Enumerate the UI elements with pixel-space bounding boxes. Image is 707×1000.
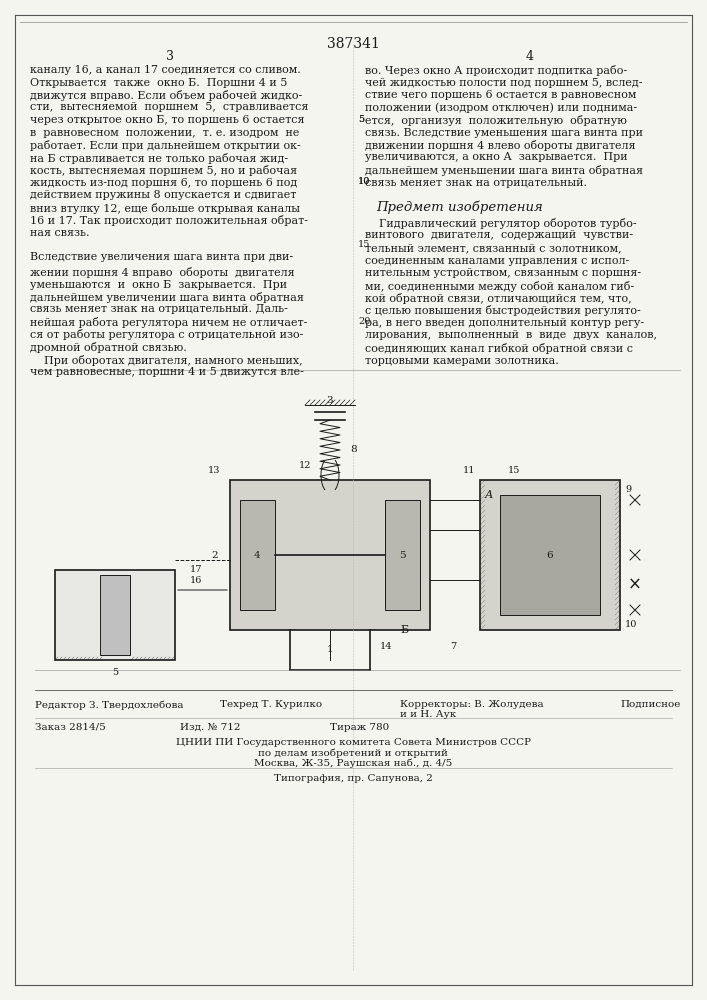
Text: 5: 5 — [358, 115, 364, 124]
Text: ся от работы регулятора с отрицательной изо-: ся от работы регулятора с отрицательной … — [30, 330, 303, 340]
Text: 4: 4 — [255, 550, 261, 560]
Text: на Б стравливается не только рабочая жид-: на Б стравливается не только рабочая жид… — [30, 152, 288, 163]
Bar — [480, 480, 620, 630]
Text: 1: 1 — [327, 645, 333, 654]
Text: 5: 5 — [399, 550, 406, 560]
Text: Вследствие увеличения шага винта при дви-: Вследствие увеличения шага винта при дви… — [30, 252, 293, 262]
Text: нейшая работа регулятора ничем не отличает-: нейшая работа регулятора ничем не отлича… — [30, 317, 308, 328]
Text: положении (изодром отключен) или поднима-: положении (изодром отключен) или поднима… — [365, 103, 637, 113]
Text: связь. Вследствие уменьшения шага винта при: связь. Вследствие уменьшения шага винта … — [365, 127, 643, 137]
Text: Типография, пр. Сапунова, 2: Типография, пр. Сапунова, 2 — [274, 774, 433, 783]
Text: Москва, Ж-35, Раушская наб., д. 4/5: Москва, Ж-35, Раушская наб., д. 4/5 — [254, 758, 452, 768]
Text: 13: 13 — [207, 466, 220, 475]
Text: ствие чего поршень 6 остается в равновесном: ствие чего поршень 6 остается в равновес… — [365, 90, 636, 100]
Text: Техред Т. Курилко: Техред Т. Курилко — [220, 700, 322, 709]
Text: движутся вправо. Если объем рабочей жидко-: движутся вправо. Если объем рабочей жидк… — [30, 90, 303, 101]
Text: во. Через окно А происходит подпитка рабо-: во. Через окно А происходит подпитка раб… — [365, 65, 627, 76]
Text: дальнейшем уменьшении шага винта обратная: дальнейшем уменьшении шага винта обратна… — [365, 165, 643, 176]
Text: винтового  двигателя,  содержащий  чувстви-: винтового двигателя, содержащий чувстви- — [365, 231, 633, 240]
Text: кой обратной связи, отличающийся тем, что,: кой обратной связи, отличающийся тем, чт… — [365, 293, 631, 304]
Text: 387341: 387341 — [327, 37, 380, 51]
Text: и и Н. Аук: и и Н. Аук — [400, 710, 456, 719]
Text: ная связь.: ная связь. — [30, 228, 90, 237]
Text: по делам изобретений и открытий: по делам изобретений и открытий — [258, 748, 448, 758]
Text: действием пружины 8 опускается и сдвигает: действием пружины 8 опускается и сдвигае… — [30, 190, 296, 200]
Text: 5: 5 — [112, 668, 118, 677]
Text: ЦНИИ ПИ Государственного комитета Совета Министров СССР: ЦНИИ ПИ Государственного комитета Совета… — [175, 738, 530, 747]
Text: Редактор З. Твердохлебова: Редактор З. Твердохлебова — [35, 700, 184, 710]
Text: 2: 2 — [211, 550, 218, 560]
Text: Подписное: Подписное — [620, 700, 680, 709]
Text: Гидравлический регулятор оборотов турбо-: Гидравлический регулятор оборотов турбо- — [365, 218, 636, 229]
Text: чей жидкостью полости под поршнем 5, вслед-: чей жидкостью полости под поршнем 5, всл… — [365, 78, 643, 88]
Text: 10: 10 — [625, 620, 638, 629]
Text: Корректоры: В. Жолудева: Корректоры: В. Жолудева — [400, 700, 544, 709]
Text: жении поршня 4 вправо  обороты  двигателя: жении поршня 4 вправо обороты двигателя — [30, 267, 295, 278]
Bar — [385, 500, 420, 610]
Text: Предмет изобретения: Предмет изобретения — [377, 200, 544, 214]
Text: нительным устройством, связанным с поршня-: нительным устройством, связанным с поршн… — [365, 268, 641, 278]
Text: 7: 7 — [450, 642, 456, 651]
Text: 6: 6 — [547, 550, 554, 560]
Text: 15: 15 — [358, 240, 370, 249]
Bar — [100, 575, 130, 655]
Text: А: А — [485, 490, 493, 500]
Text: дальнейшем увеличении шага винта обратная: дальнейшем увеличении шага винта обратна… — [30, 292, 304, 303]
Text: движении поршня 4 влево обороты двигателя: движении поршня 4 влево обороты двигател… — [365, 140, 636, 151]
Text: соединенным каналами управления с испол-: соединенным каналами управления с испол- — [365, 255, 629, 265]
Text: 10: 10 — [358, 178, 370, 186]
Text: ра, в него введен дополнительный контур регу-: ра, в него введен дополнительный контур … — [365, 318, 644, 328]
Text: увеличиваются, а окно А  закрывается.  При: увеличиваются, а окно А закрывается. При — [365, 152, 628, 162]
Text: Изд. № 712: Изд. № 712 — [180, 723, 240, 732]
Text: вниз втулку 12, еще больше открывая каналы: вниз втулку 12, еще больше открывая кана… — [30, 202, 300, 214]
Text: 9: 9 — [625, 485, 631, 494]
Text: 3: 3 — [166, 50, 174, 63]
Text: 15: 15 — [508, 466, 520, 475]
Text: 10: 10 — [358, 178, 370, 186]
Text: ми, соединенными между собой каналом гиб-: ми, соединенными между собой каналом гиб… — [365, 280, 634, 292]
Text: 16 и 17. Так происходит положительная обрат-: 16 и 17. Так происходит положительная об… — [30, 215, 308, 226]
Text: дромной обратной связью.: дромной обратной связью. — [30, 342, 187, 353]
Bar — [55, 570, 175, 660]
Text: торцовыми камерами золотника.: торцовыми камерами золотника. — [365, 356, 559, 365]
Text: 3: 3 — [327, 396, 333, 405]
Text: в  равновесном  положении,  т. е. изодром  не: в равновесном положении, т. е. изодром н… — [30, 127, 299, 137]
Text: 20: 20 — [358, 317, 370, 326]
Text: связь меняет знак на отрицательный.: связь меняет знак на отрицательный. — [365, 178, 587, 188]
Text: При оборотах двигателя, намного меньших,: При оборотах двигателя, намного меньших, — [30, 355, 303, 365]
Text: 8: 8 — [350, 446, 356, 454]
Text: Тираж 780: Тираж 780 — [330, 723, 390, 732]
Text: 14: 14 — [380, 642, 392, 651]
Text: Заказ 2814/5: Заказ 2814/5 — [35, 723, 106, 732]
Text: тельный элемент, связанный с золотником,: тельный элемент, связанный с золотником, — [365, 243, 621, 253]
Text: лирования,  выполненный  в  виде  двух  каналов,: лирования, выполненный в виде двух канал… — [365, 330, 657, 340]
Bar — [500, 495, 600, 615]
Text: 4: 4 — [526, 50, 534, 63]
Text: чем равновесные, поршни 4 и 5 движутся вле-: чем равновесные, поршни 4 и 5 движутся в… — [30, 367, 304, 377]
Text: связь меняет знак на отрицательный. Даль-: связь меняет знак на отрицательный. Даль… — [30, 304, 288, 314]
Text: уменьшаются  и  окно Б  закрывается.  При: уменьшаются и окно Б закрывается. При — [30, 279, 287, 290]
Text: соединяющих канал гибкой обратной связи с: соединяющих канал гибкой обратной связи … — [365, 343, 633, 354]
Text: с целью повышения быстродействия регулято-: с целью повышения быстродействия регулят… — [365, 306, 641, 316]
Text: 11: 11 — [462, 466, 475, 475]
Text: жидкость из-под поршня 6, то поршень 6 под: жидкость из-под поршня 6, то поршень 6 п… — [30, 178, 297, 188]
Text: ×: × — [628, 576, 642, 594]
Text: 16: 16 — [190, 576, 202, 585]
Bar — [230, 480, 430, 630]
Bar — [240, 500, 275, 610]
Text: Открывается  также  окно Б.  Поршни 4 и 5: Открывается также окно Б. Поршни 4 и 5 — [30, 78, 287, 88]
Text: каналу 16, а канал 17 соединяется со сливом.: каналу 16, а канал 17 соединяется со сли… — [30, 65, 300, 75]
Text: 17: 17 — [190, 565, 202, 574]
Text: кость, вытесняемая поршнем 5, но и рабочая: кость, вытесняемая поршнем 5, но и рабоч… — [30, 165, 297, 176]
Text: Б: Б — [400, 625, 408, 635]
Text: через открытое окно Б, то поршень 6 остается: через открытое окно Б, то поршень 6 оста… — [30, 115, 305, 125]
Text: работает. Если при дальнейшем открытии ок-: работает. Если при дальнейшем открытии о… — [30, 140, 300, 151]
Text: сти,  вытесняемой  поршнем  5,  стравливается: сти, вытесняемой поршнем 5, стравливаетс… — [30, 103, 308, 112]
Text: ется,  организуя  положительную  обратную: ется, организуя положительную обратную — [365, 115, 627, 126]
Text: 5: 5 — [358, 115, 364, 124]
Text: 12: 12 — [299, 461, 311, 470]
